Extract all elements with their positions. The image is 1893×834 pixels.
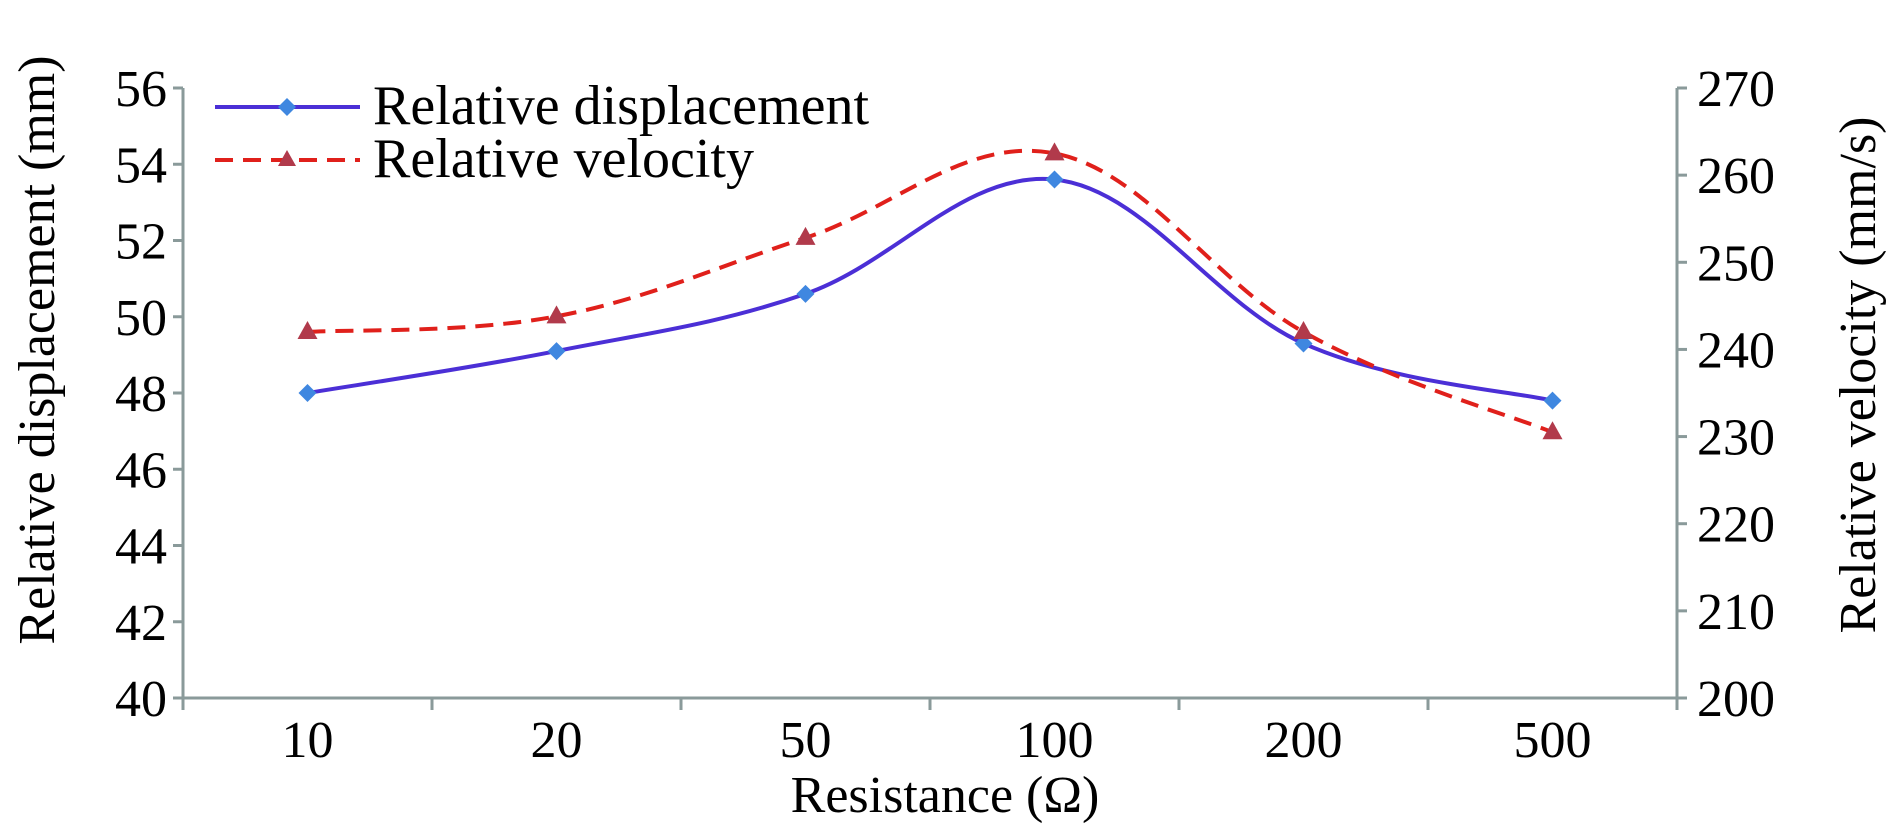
series-layer: [297, 142, 1563, 440]
data-point-velocity: [1044, 142, 1065, 161]
x-tick-label: 50: [780, 712, 832, 769]
data-point-velocity: [297, 321, 318, 339]
x-tick-label: 500: [1514, 712, 1592, 769]
legend-marker-displacement: [278, 98, 296, 116]
y-right-tick-label: 230: [1697, 410, 1775, 467]
y-left-tick-label: 48: [115, 366, 167, 423]
y-right-tick-label: 260: [1697, 148, 1775, 205]
legend-label-displacement: Relative displacement: [373, 75, 869, 137]
y-left-tick-label: 44: [115, 519, 167, 576]
y-left-tick-label: 42: [115, 595, 167, 652]
y-right-axis-title: Relative velocity (mm/s): [1830, 117, 1887, 634]
y-left-tick-label: 56: [115, 61, 167, 118]
y-right-tick-label: 220: [1697, 497, 1775, 554]
data-point-displacement: [1543, 391, 1562, 410]
y-left-tick-label: 50: [115, 290, 167, 347]
y-left-tick-label: 54: [115, 137, 167, 194]
x-tick-label: 100: [1016, 712, 1094, 769]
series-line-velocity: [307, 148, 1554, 435]
data-point-velocity: [546, 305, 567, 324]
data-point-displacement: [298, 384, 317, 402]
y-right-tick-label: 200: [1697, 671, 1775, 728]
y-left-axis-title: Relative displacement (mm): [9, 55, 66, 644]
data-point-displacement: [796, 284, 815, 303]
data-point-displacement: [1045, 170, 1064, 189]
data-point-velocity: [1293, 321, 1314, 339]
y-right-tick-label: 240: [1697, 322, 1775, 379]
data-point-displacement: [547, 342, 566, 361]
y-right-tick-label: 270: [1697, 61, 1775, 118]
legend: Relative displacement Relative velocity: [215, 75, 869, 190]
x-tick-label: 20: [531, 712, 583, 769]
chart-axes: 40 42 44 46 48 50 52 54 56 200 210 220 230 240 250 260 2…: [115, 61, 1775, 769]
y-right-tick-label: 250: [1697, 235, 1775, 292]
data-point-velocity: [795, 226, 816, 245]
y-left-tick-label: 40: [115, 671, 167, 728]
series-line-displacement: [307, 176, 1553, 403]
data-point-velocity: [1542, 421, 1563, 440]
x-tick-label: 200: [1265, 712, 1343, 769]
x-axis-title: Resistance (Ω): [791, 767, 1100, 824]
legend-marker-velocity: [278, 150, 296, 166]
y-left-tick-label: 46: [115, 442, 167, 499]
x-tick-label: 10: [282, 712, 334, 769]
y-left-tick-label: 52: [115, 214, 167, 271]
legend-label-velocity: Relative velocity: [373, 128, 754, 190]
y-right-tick-label: 210: [1697, 584, 1775, 641]
